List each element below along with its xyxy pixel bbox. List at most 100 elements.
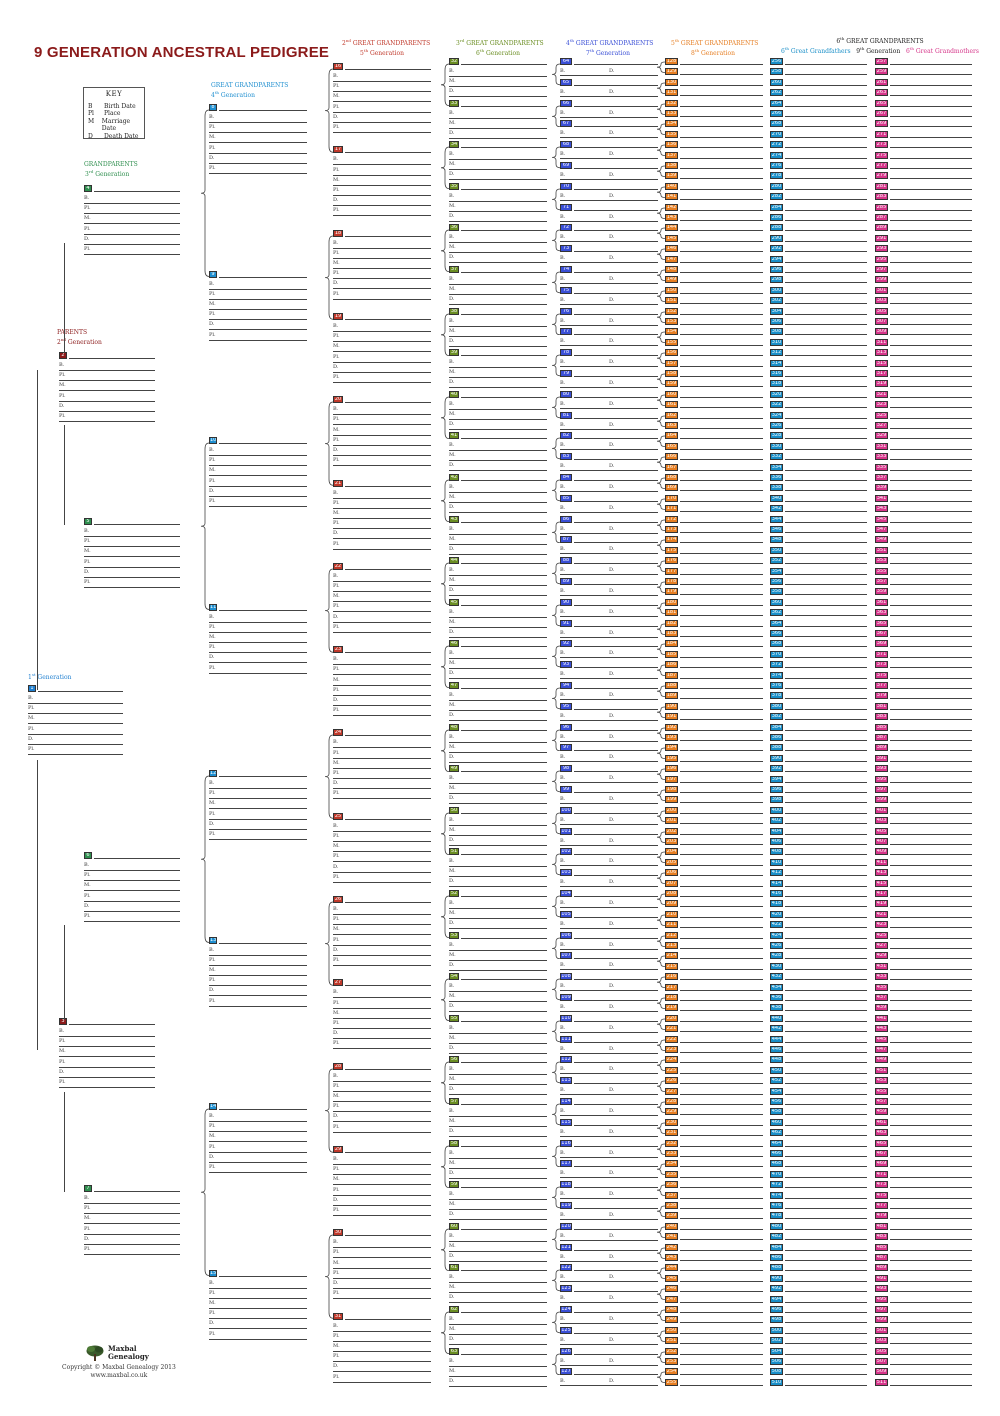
entry-line [333, 497, 431, 499]
entry-line [59, 1066, 155, 1068]
entry-line [449, 793, 547, 795]
entry-line [574, 1020, 658, 1022]
person-number-badge: 364 [770, 619, 783, 627]
bracket-connector [325, 901, 333, 986]
field-label: D. [333, 613, 339, 620]
field-label: M. [333, 759, 340, 766]
entry-line [785, 1343, 867, 1345]
person-number-badge: 504 [770, 1347, 783, 1355]
bracket-connector [657, 61, 665, 73]
entry-line [209, 828, 307, 830]
person-number-badge: 236 [665, 1181, 678, 1189]
person-number-badge: 326 [770, 422, 783, 429]
entry-line [560, 907, 658, 908]
field-label: Pl. [333, 853, 340, 860]
person-number-badge: 393 [875, 765, 888, 773]
entry-line [890, 272, 972, 273]
bracket-connector [657, 519, 665, 531]
person-number-badge: 107 [560, 952, 572, 960]
person-number-badge: 265 [875, 99, 888, 107]
entry-line [449, 502, 547, 503]
entry-line [680, 573, 763, 575]
person-number-badge: 156 [665, 349, 678, 357]
entry-line [449, 325, 547, 327]
entry-line [890, 833, 972, 835]
entry-line [785, 823, 867, 825]
entry-line [84, 254, 180, 255]
entry-line [785, 719, 867, 721]
field-label: D. [609, 317, 615, 324]
entry-line [785, 334, 867, 336]
entry-line [574, 209, 658, 211]
entry-line [449, 117, 547, 119]
entry-line [560, 1094, 658, 1096]
entry-line [560, 262, 658, 264]
entry-line [449, 1209, 547, 1211]
person-number-badge: 256 [770, 58, 783, 65]
field-label: Pl. [333, 1206, 340, 1213]
field-label: Pl. [59, 1038, 66, 1045]
field-label: D. [609, 1108, 615, 1114]
entry-line [560, 1177, 658, 1179]
entry-line [574, 168, 658, 169]
entry-line [449, 86, 547, 87]
entry-line [785, 448, 867, 450]
entry-line [785, 438, 867, 440]
field-label: M. [209, 300, 216, 307]
entry-line [890, 438, 972, 440]
field-label: D. [449, 753, 455, 760]
person-number-badge: 203 [665, 838, 678, 845]
entry-line [890, 1312, 972, 1313]
entry-line [59, 410, 155, 412]
field-label: Pl. [209, 290, 216, 297]
field-label: D. [209, 1153, 215, 1160]
field-label: D. [609, 338, 615, 345]
entry-line [209, 1121, 307, 1122]
person-number-badge: 33 [449, 99, 459, 107]
entry-line [890, 636, 972, 637]
field-label: Pl. [84, 538, 91, 545]
entry-line [785, 1280, 867, 1282]
entry-line [449, 710, 547, 711]
person-number-badge: 367 [875, 630, 888, 637]
person-number-badge: 12 [209, 770, 217, 777]
entry-line [890, 802, 972, 804]
person-number-badge: 464 [770, 1139, 783, 1147]
entry-line [333, 1184, 431, 1186]
person-number-badge: 336 [770, 474, 783, 481]
entry-line [333, 1131, 431, 1133]
person-number-badge: 47 [449, 682, 459, 689]
entry-line [785, 64, 867, 65]
bracket-connector [657, 643, 665, 656]
person-number-badge: 157 [665, 359, 678, 367]
field-label: M. [209, 966, 216, 973]
field-label: B. [449, 1357, 455, 1364]
entry-line [560, 345, 658, 347]
person-number-badge: 298 [770, 276, 783, 284]
field-label: B. [449, 1108, 455, 1114]
person-number-badge: 165 [665, 442, 678, 450]
field-label: B. [560, 754, 566, 761]
field-label: M. [449, 78, 456, 84]
entry-line [84, 870, 180, 871]
field-label: B. [560, 1170, 566, 1177]
entry-line [209, 672, 307, 674]
entry-line [449, 1344, 547, 1345]
entry-line [680, 490, 763, 492]
field-label: D. [333, 1280, 339, 1286]
bracket-connector [441, 63, 449, 106]
entry-line [785, 636, 867, 637]
connector-line [37, 370, 38, 690]
entry-line [345, 235, 431, 237]
entry-line [890, 292, 972, 294]
person-number-badge: 180 [665, 598, 678, 606]
field-label: D. [609, 1128, 615, 1135]
entry-line [785, 1093, 867, 1095]
entry-line [574, 438, 658, 440]
entry-line [560, 491, 658, 492]
entry-line [785, 1072, 867, 1074]
field-label: Pl. [84, 558, 91, 565]
entry-line [680, 1260, 763, 1261]
person-number-badge: 473 [875, 1181, 888, 1189]
